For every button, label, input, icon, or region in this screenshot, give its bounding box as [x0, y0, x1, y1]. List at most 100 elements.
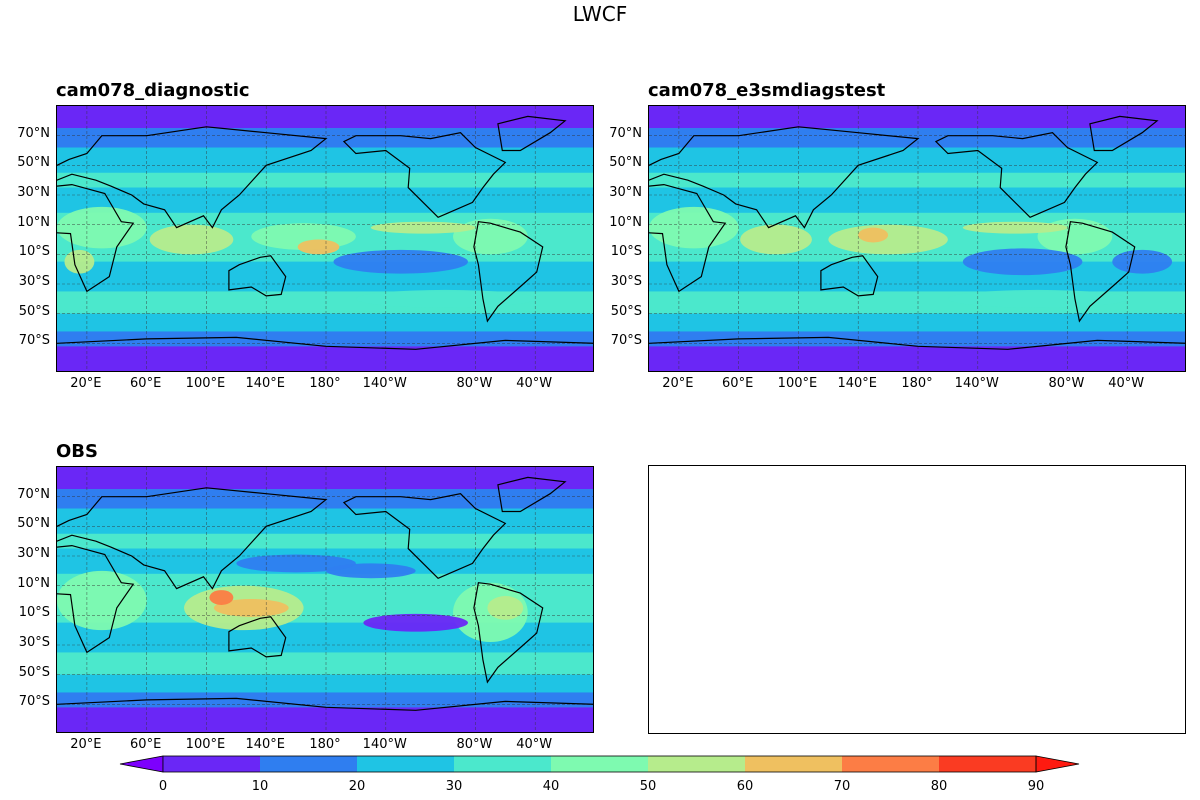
lon-tick-label: 140°E	[837, 376, 877, 391]
lat-tick-label: 10°N	[17, 575, 50, 591]
coastline	[57, 697, 593, 711]
contour-band	[649, 346, 1185, 371]
coastline	[649, 126, 920, 229]
coastline	[57, 336, 593, 350]
map-plot-test2	[649, 106, 1185, 371]
contour-region	[297, 239, 340, 255]
contour-region	[355, 289, 536, 308]
coastline	[473, 221, 544, 323]
lon-tick-label: 40°W	[1108, 376, 1145, 391]
lat-tick-label: 10°N	[609, 214, 642, 230]
lon-tick-label: 80°W	[456, 737, 493, 752]
lat-tick-label: 50°S	[18, 303, 50, 319]
contour-band	[649, 128, 1185, 148]
colorbar-tick-label: 20	[348, 779, 366, 794]
colorbar-tick-label: 40	[542, 779, 560, 794]
lon-tick-label: 140°W	[362, 737, 407, 752]
lon-tick-label: 60°E	[722, 376, 754, 391]
lon-tick-label: 60°E	[130, 737, 162, 752]
contour-region	[363, 613, 468, 632]
panel-title-test: cam078_diagnostic	[56, 80, 250, 101]
colorbar-tick-label: 0	[158, 779, 168, 794]
lat-tick-label: 30°N	[17, 185, 50, 200]
lon-tick-label: 180°	[309, 737, 341, 752]
map-panel-test	[56, 105, 594, 372]
contour-band	[57, 331, 593, 347]
lon-tick-label: 60°E	[130, 376, 162, 391]
colorbar-segment	[551, 756, 649, 772]
contour-band	[57, 674, 593, 693]
contour-region	[487, 596, 524, 620]
lat-tick-label: 30°S	[18, 635, 50, 650]
contour-band	[649, 147, 1185, 173]
contour-region	[1112, 249, 1173, 274]
colorbar-tick-label: 50	[639, 779, 657, 794]
lat-tick-label: 30°N	[17, 546, 50, 561]
lat-tick-label: 10°S	[610, 244, 642, 260]
contour-band	[57, 692, 593, 708]
contour-region	[333, 249, 468, 274]
lat-tick-label: 30°S	[18, 274, 50, 289]
lon-tick-label: 100°E	[185, 737, 226, 752]
contour-region	[149, 224, 234, 255]
contour-region	[649, 206, 739, 249]
contour-band	[57, 533, 593, 549]
contour-region	[64, 249, 95, 274]
colorbar-segment	[163, 756, 261, 772]
contour-band	[57, 147, 593, 173]
colorbar-segment	[745, 756, 843, 772]
coastline	[1065, 221, 1136, 323]
lon-tick-label: 100°E	[185, 376, 226, 391]
lat-tick-label: 10°N	[17, 214, 50, 230]
lat-tick-label: 70°S	[18, 694, 50, 710]
lat-tick-label: 50°N	[17, 155, 50, 171]
contour-band	[649, 106, 1185, 129]
map-panel-test2	[648, 105, 1186, 372]
empty-panel	[648, 465, 1186, 734]
coastline	[57, 183, 135, 293]
colorbar	[119, 755, 1080, 773]
coastline	[57, 487, 328, 590]
colorbar-extend-min	[119, 755, 164, 773]
contour-region	[858, 227, 889, 243]
contour-band	[57, 707, 593, 732]
lat-tick-label: 50°N	[17, 516, 50, 532]
map-plot-obs	[57, 467, 593, 732]
colorbar-tick-label: 10	[251, 779, 269, 794]
colorbar-tick-label: 70	[833, 779, 851, 794]
lat-tick-label: 50°N	[609, 155, 642, 171]
coastline	[497, 115, 567, 152]
contour-band	[57, 106, 593, 129]
coastline	[342, 132, 507, 219]
contour-region	[740, 224, 812, 255]
lat-tick-label: 70°N	[17, 486, 50, 502]
contour-region	[947, 289, 1128, 308]
lon-tick-label: 100°E	[777, 376, 818, 391]
lon-tick-label: 140°E	[245, 737, 285, 752]
lon-tick-label: 40°W	[516, 376, 553, 391]
colorbar-tick-label: 60	[736, 779, 754, 794]
map-panel-obs	[56, 466, 594, 733]
lat-tick-label: 50°S	[18, 664, 50, 680]
lon-tick-label: 40°W	[516, 737, 553, 752]
colorbar-segment	[939, 756, 1037, 772]
contour-region	[236, 554, 356, 573]
coastline	[473, 582, 544, 684]
coastline	[934, 132, 1099, 219]
lat-tick-label: 30°N	[609, 185, 642, 200]
coastline	[228, 616, 287, 658]
contour-band	[649, 261, 1185, 292]
colorbar-frame	[162, 755, 1037, 773]
colorbar-segment	[648, 756, 746, 772]
contour-band	[649, 331, 1185, 347]
contour-band	[649, 313, 1185, 332]
lat-tick-label: 70°S	[610, 333, 642, 349]
contour-region	[370, 221, 476, 234]
colorbar-extend-max	[1035, 755, 1080, 773]
colorbar-segment	[357, 756, 455, 772]
lon-tick-label: 140°W	[362, 376, 407, 391]
lat-tick-label: 10°S	[18, 244, 50, 260]
panel-title-obs: OBS	[56, 441, 98, 462]
contour-band	[57, 187, 593, 213]
contour-band	[57, 508, 593, 534]
